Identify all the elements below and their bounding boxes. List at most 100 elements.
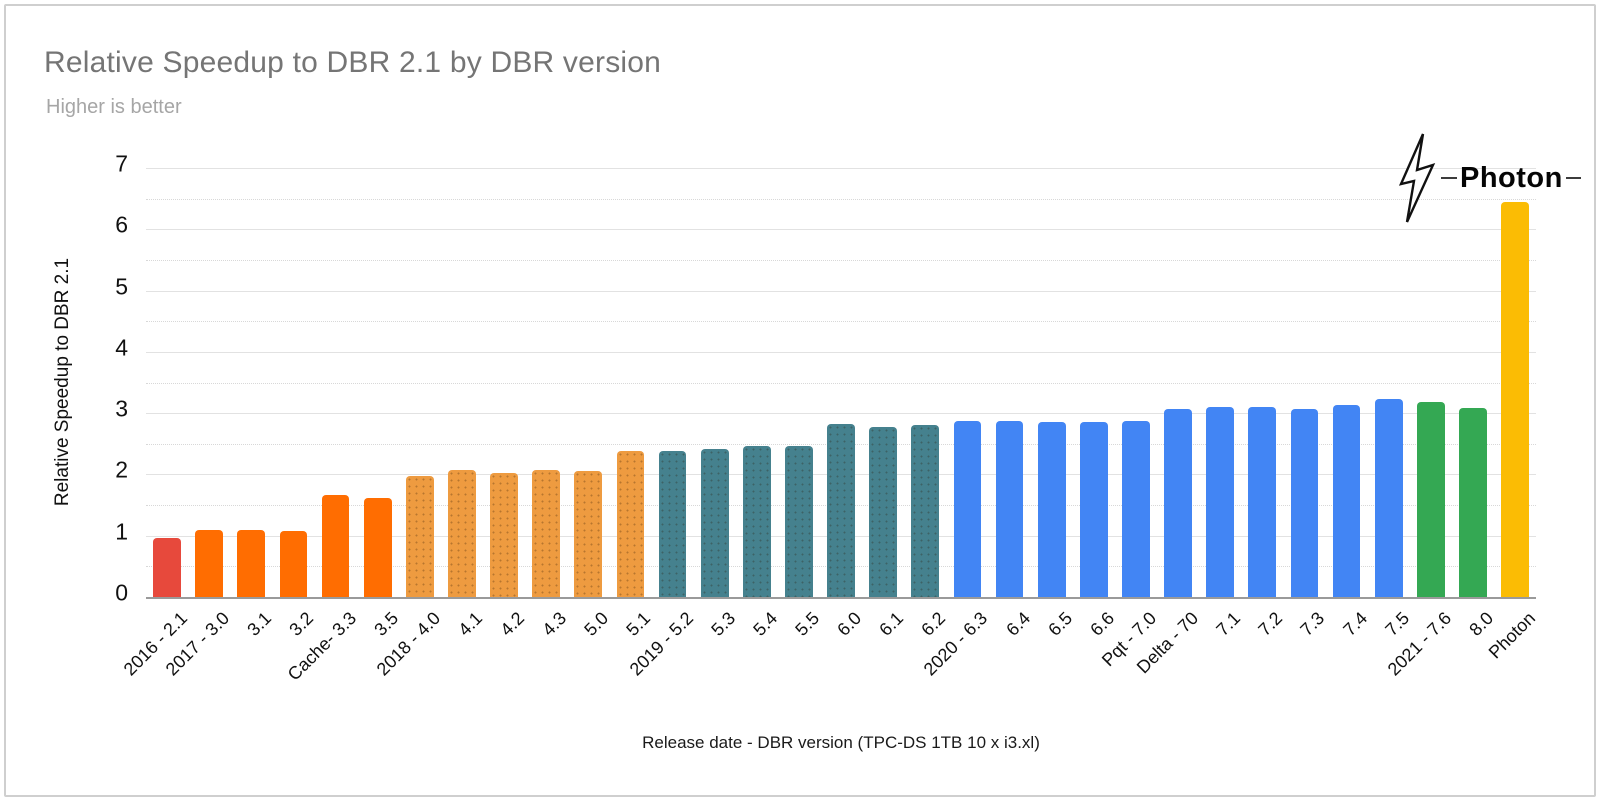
bar-2018-4.0 (405, 475, 434, 597)
chart-subtitle: Higher is better (46, 96, 182, 118)
bar-slot (272, 168, 314, 597)
y-tick-label: 1 (115, 518, 128, 545)
x-tick-label: 6.5 (1043, 608, 1076, 640)
bar-slot (820, 168, 862, 597)
plot-area (146, 168, 1536, 599)
y-tick-label: 3 (115, 395, 128, 422)
bar-slot (989, 168, 1031, 597)
bar-5.1 (616, 451, 645, 597)
bar-slot (1073, 168, 1115, 597)
x-tick-label: 7.1 (1212, 608, 1245, 640)
photon-annotation: Photon (1394, 132, 1581, 224)
x-tick-label: 7.2 (1254, 608, 1287, 640)
minor-gridline (146, 321, 1536, 323)
major-gridline (146, 351, 1536, 353)
bar-slot (1199, 168, 1241, 597)
x-tick-label: 7.5 (1380, 608, 1413, 640)
bar-6.0 (827, 424, 855, 597)
bar-4.1 (448, 470, 476, 597)
x-tick-label: 8.0 (1465, 608, 1497, 640)
bar-2020-6.3 (953, 421, 982, 597)
bar-slot (862, 168, 904, 597)
bar-6.2 (911, 424, 940, 597)
chart-title: Relative Speedup to DBR 2.1 by DBR versi… (44, 46, 662, 79)
x-tick-label: 4.3 (538, 608, 571, 640)
bar-2017-3.0 (195, 529, 224, 597)
x-tick-label: 3.2 (285, 608, 318, 640)
bar-3.1 (237, 530, 266, 597)
bar-slot (1283, 168, 1325, 597)
bar-7.1 (1206, 407, 1235, 597)
bar-7.3 (1290, 409, 1319, 597)
bar-slot (1410, 168, 1452, 597)
x-tick-label: 7.4 (1338, 608, 1371, 640)
bar-7.4 (1332, 404, 1361, 597)
lightning-bolt-icon (1398, 133, 1436, 223)
minor-gridline (146, 382, 1536, 384)
bar-2021-7.6 (1416, 402, 1445, 597)
bar-7.2 (1248, 407, 1277, 597)
bar-slot (694, 168, 736, 597)
bar-pqt-7.0 (1122, 421, 1150, 597)
bar-3.2 (279, 531, 308, 597)
annotation-dash-right (1565, 177, 1581, 179)
x-tick-label: 5.4 (749, 608, 781, 640)
bar-slot (1326, 168, 1368, 597)
x-tick-label: 6.2 (917, 608, 950, 640)
bar-5.5 (785, 446, 813, 597)
bar-slot (525, 168, 567, 597)
bar-slot (146, 168, 188, 597)
x-tick-label: 7.3 (1296, 608, 1329, 640)
chart-frame: Relative Speedup to DBR 2.1 by DBR versi… (4, 4, 1596, 797)
bars-layer (146, 168, 1536, 597)
bar-slot (652, 168, 694, 597)
x-tick-label: Photon (1484, 608, 1540, 663)
bar-slot (1157, 168, 1199, 597)
bar-2016-2.1 (153, 537, 181, 597)
bar-slot (778, 168, 820, 597)
bar-slot (1115, 168, 1157, 597)
bar-6.1 (869, 426, 898, 597)
x-tick-label: 5.1 (622, 608, 655, 640)
major-gridline (146, 290, 1536, 292)
x-tick-label: 6.6 (1085, 608, 1118, 640)
x-tick-label: 3.5 (369, 608, 402, 640)
x-tick-label: 6.1 (875, 608, 908, 640)
y-tick-label: 2 (115, 456, 128, 483)
bar-slot (736, 168, 778, 597)
bar-slot (399, 168, 441, 597)
x-tick-label: 4.1 (454, 608, 487, 640)
y-tick-label: 4 (115, 334, 128, 361)
bar-5.0 (574, 470, 603, 597)
x-tick-label: 6.4 (1001, 608, 1034, 640)
major-gridline (146, 413, 1536, 415)
bar-8.0 (1459, 408, 1487, 597)
x-tick-label: 5.3 (706, 608, 739, 640)
bar-slot (1452, 168, 1494, 597)
bar-slot (1031, 168, 1073, 597)
x-tick-label: 3.1 (243, 608, 276, 640)
bar-slot (1368, 168, 1410, 597)
y-tick-label: 6 (115, 211, 128, 238)
bar-slot (188, 168, 230, 597)
x-tick-label: 6.0 (833, 608, 866, 640)
major-gridline (146, 229, 1536, 231)
bar-7.5 (1374, 399, 1403, 597)
bar-slot (904, 168, 946, 597)
bar-slot (357, 168, 399, 597)
bar-slot (567, 168, 609, 597)
minor-gridline (146, 198, 1536, 200)
bar-slot (483, 168, 525, 597)
photon-annotation-label: Photon (1460, 161, 1563, 194)
bar-6.6 (1079, 421, 1108, 597)
y-tick-label: 5 (115, 272, 128, 299)
major-gridline (146, 168, 1536, 169)
bar-slot (609, 168, 651, 597)
x-tick-label: 5.0 (580, 608, 613, 640)
bar-slot (1494, 168, 1536, 597)
x-axis-ticks: 2016 - 2.1 2017 - 3.0 3.1 3.2 Cache- 3.3 3.5 2… (120, 608, 1539, 718)
bar-slot (946, 168, 988, 597)
bar-delta-70 (1164, 409, 1192, 597)
bar-photon (1501, 201, 1529, 597)
minor-gridline (146, 259, 1536, 261)
